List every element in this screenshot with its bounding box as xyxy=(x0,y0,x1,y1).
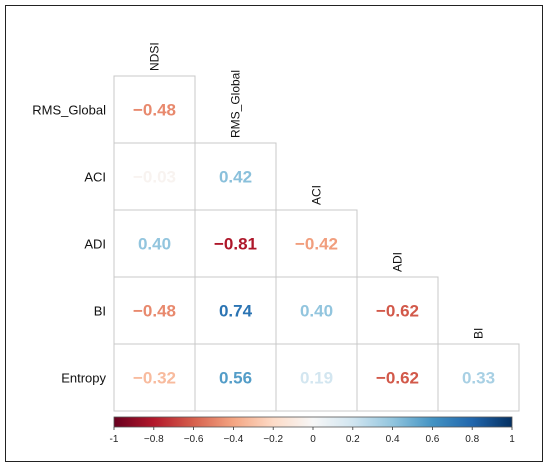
cell-value-label: 0.42 xyxy=(219,168,252,187)
column-label-adi: ADI xyxy=(391,252,405,272)
row-label-entropy: Entropy xyxy=(61,371,106,386)
cell-value-label: −0.03 xyxy=(133,168,176,187)
cell-value-label: −0.32 xyxy=(133,369,176,388)
colorbar-tick-label: -1 xyxy=(110,434,119,445)
row-label-adi: ADI xyxy=(84,237,106,252)
column-label-rms-global: RMS_Global xyxy=(229,70,243,138)
cell-value-label: −0.48 xyxy=(133,101,176,120)
figure-frame: −0.48 −0.03 0.42 0.40 −0.81 −0.42 −0.48 0.74 0.4… xyxy=(5,5,543,462)
cell-value-label: −0.62 xyxy=(376,369,419,388)
row-label-rms-global: RMS_Global xyxy=(32,103,106,118)
column-label-aci: ACI xyxy=(310,185,324,205)
cell-value-label: 0.74 xyxy=(219,302,253,321)
colorbar xyxy=(113,416,513,428)
colorbar-tick-label: 1 xyxy=(509,434,515,445)
column-label-ndsi: NDSI xyxy=(148,42,162,71)
column-label-bi: BI xyxy=(472,328,486,339)
colorbar-tick-label: 0.6 xyxy=(425,434,439,445)
row-label-aci: ACI xyxy=(84,170,106,185)
cell-value-label: −0.42 xyxy=(295,235,338,254)
cell-value-label: −0.62 xyxy=(376,302,419,321)
colorbar-tick-label: −0.6 xyxy=(184,434,204,445)
colorbar-tick-label: −0.8 xyxy=(144,434,164,445)
correlation-heatmap: −0.48−0.03 0.420.40 −0.81 −0.42−0.48 0.74 0.4… xyxy=(32,42,520,445)
colorbar-tick-label: −0.4 xyxy=(224,434,244,445)
cell-entropy-bi xyxy=(437,343,520,412)
cell-value-label: 0.40 xyxy=(138,235,171,254)
cell-value-label: 0.19 xyxy=(300,369,333,388)
colorbar-tick-label: 0.8 xyxy=(465,434,479,445)
cell-value-label: −0.81 xyxy=(214,235,257,254)
colorbar-tick-label: 0.2 xyxy=(346,434,360,445)
colorbar-tick-label: −0.2 xyxy=(263,434,283,445)
cell-value-label: −0.48 xyxy=(133,302,176,321)
cell-value-label: 0.40 xyxy=(300,302,333,321)
cell-value-label: 0.56 xyxy=(219,369,252,388)
row-label-bi: BI xyxy=(94,304,106,319)
colorbar-tick-label: 0 xyxy=(310,434,316,445)
cell-value-label: 0.33 xyxy=(462,369,495,388)
colorbar-tick-label: 0.4 xyxy=(386,434,400,445)
